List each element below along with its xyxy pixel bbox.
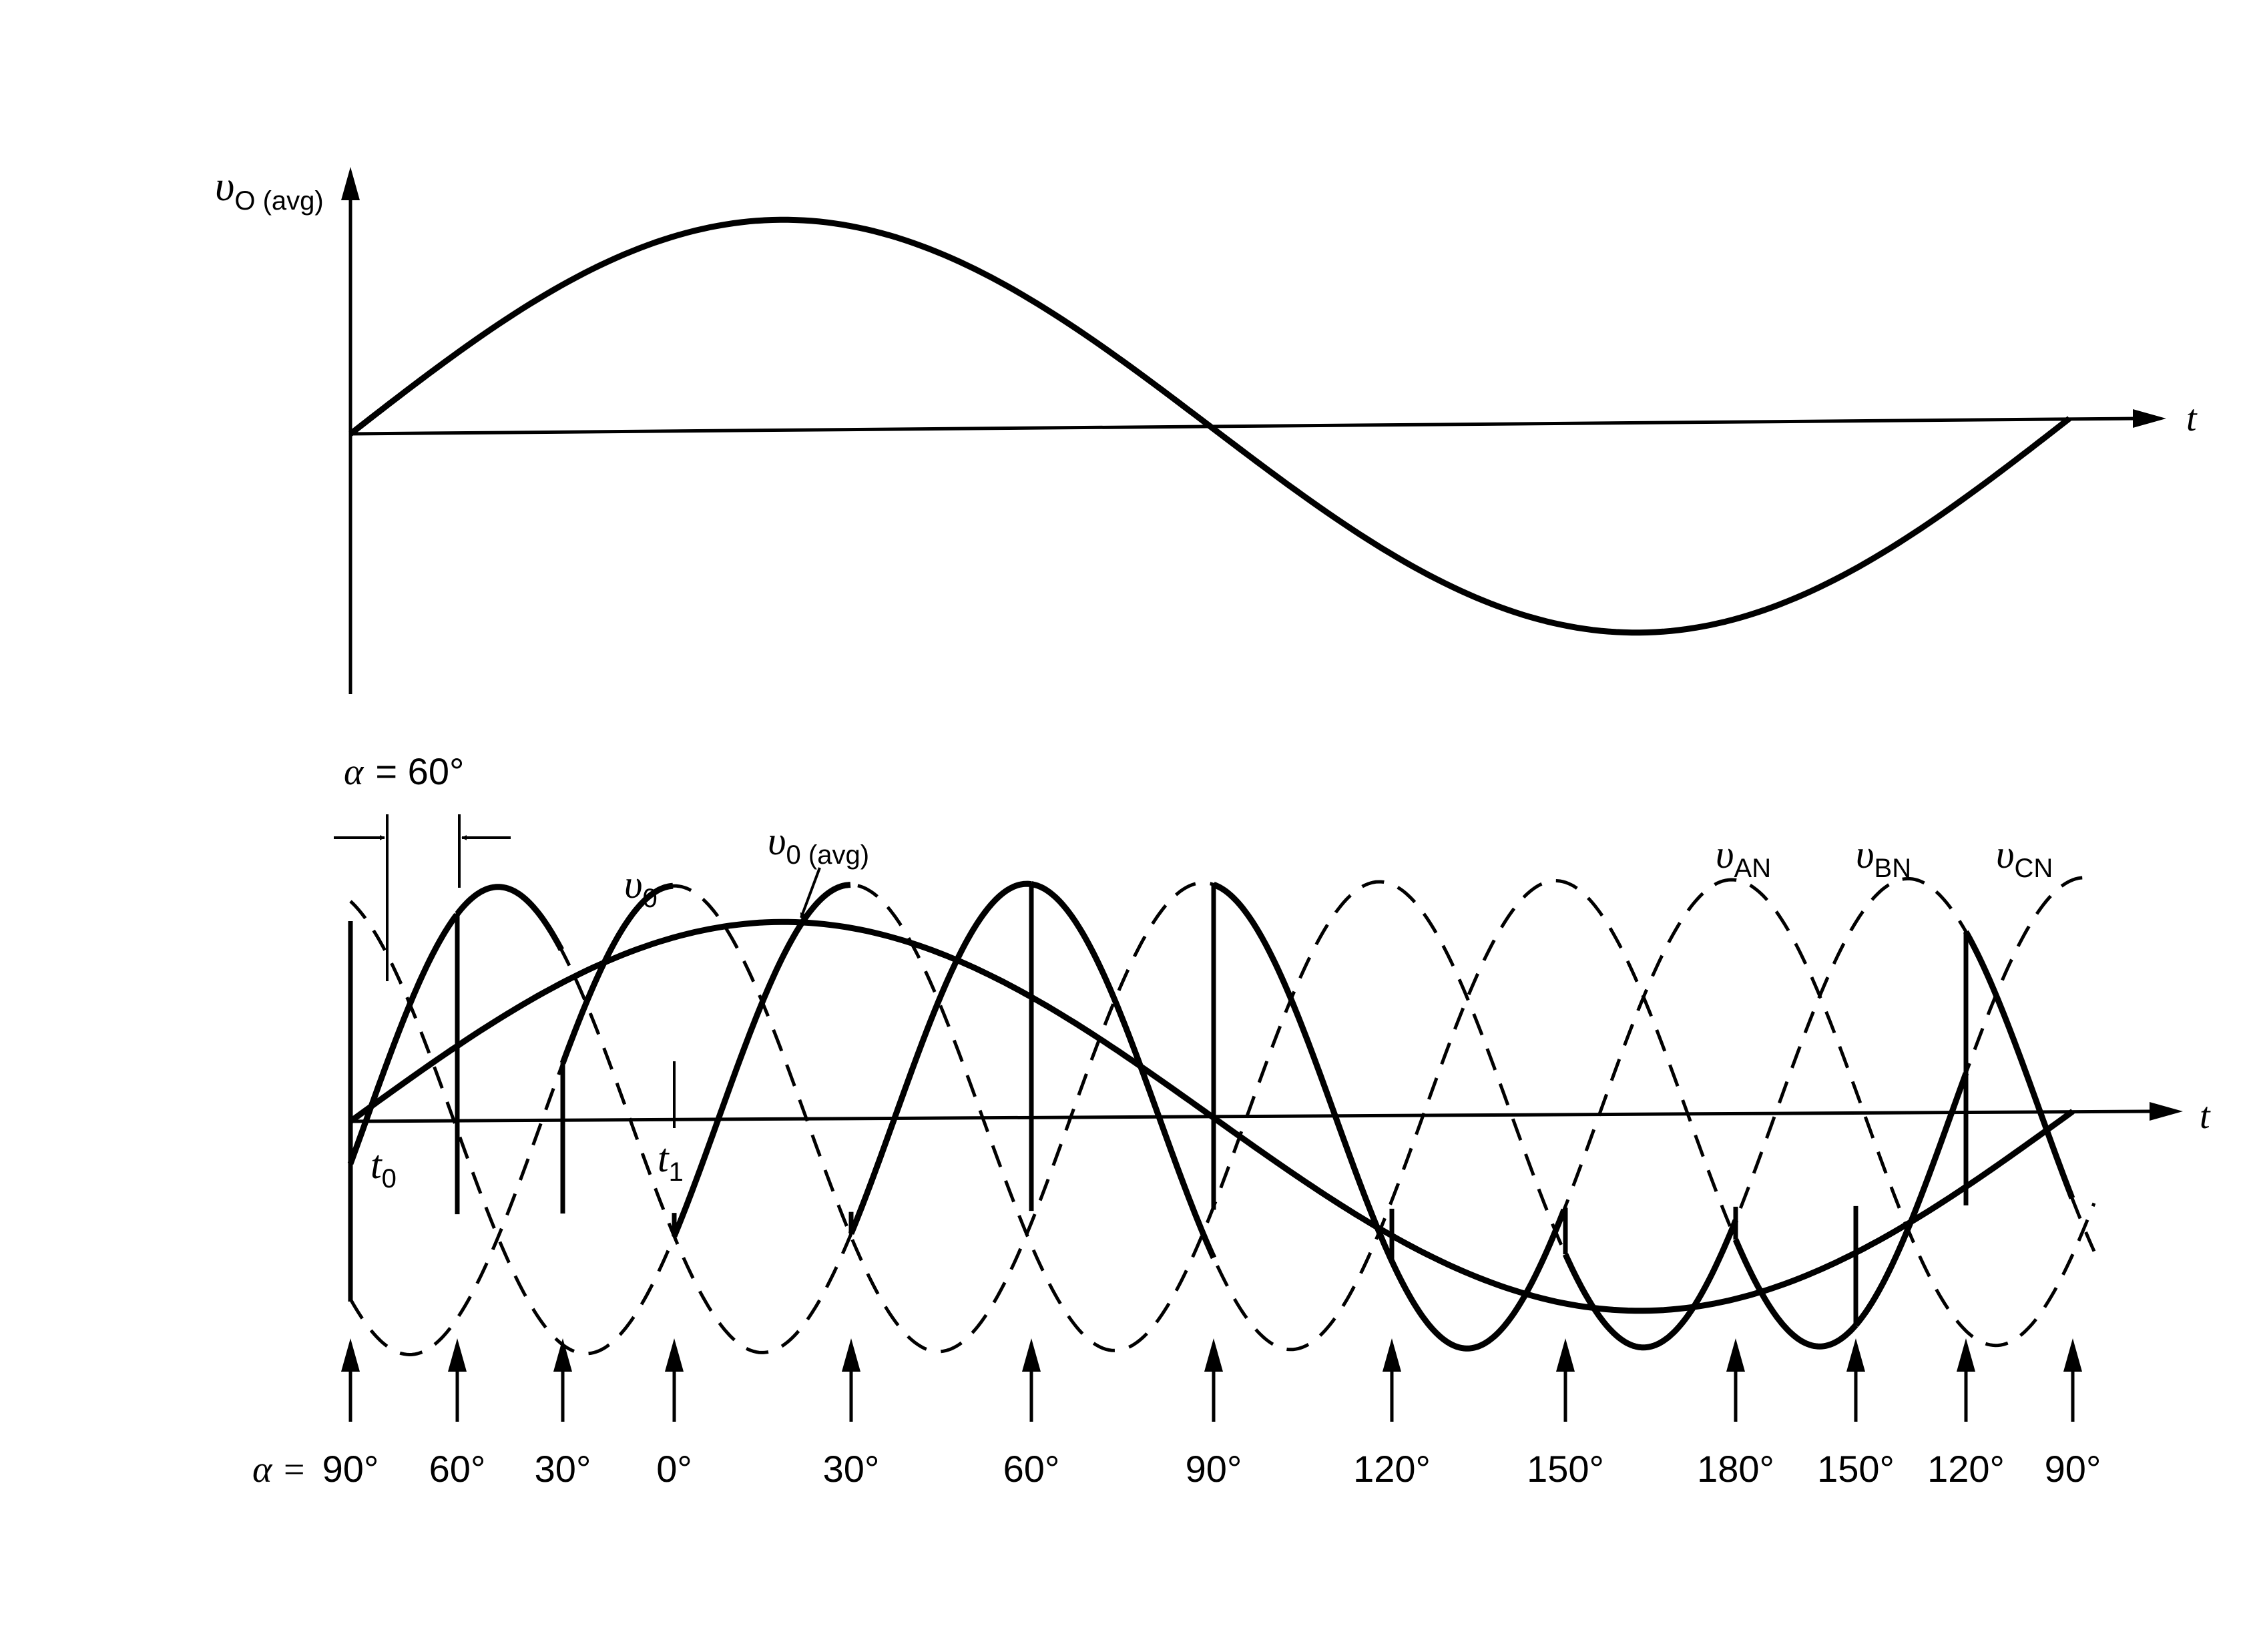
firing-angle-label: 150°: [1527, 1448, 1604, 1490]
phase-label-bn: υBN: [1856, 832, 1911, 883]
phase-label-an: υAN: [1716, 832, 1771, 883]
top-x-axis: [350, 417, 2137, 436]
output-voltage-v0: [347, 880, 2075, 1352]
bottom-x-axis: [350, 1109, 2150, 1123]
firing-angle-label: 120°: [1927, 1448, 2005, 1490]
v0-segment: [1562, 1219, 1739, 1351]
bottom-x-axis-label: t: [2200, 1095, 2211, 1137]
firing-angle-arrowhead: [1022, 1338, 1041, 1372]
v0-avg-label: υ0 (avg): [768, 819, 869, 870]
firing-angle-label: 30°: [823, 1448, 880, 1490]
top-panel: υO (avg) t: [215, 162, 2198, 694]
top-average-voltage-curve: [348, 216, 2071, 636]
firing-angle-label: 60°: [429, 1448, 486, 1490]
v0-segment: [1732, 1238, 1858, 1350]
firing-angle-label: 120°: [1353, 1448, 1431, 1490]
v0-avg-leader: [800, 867, 821, 918]
alpha-dimension: α = 60°: [334, 750, 511, 981]
firing-angle-arrowhead: [1726, 1338, 1745, 1372]
alpha-gap-label: α = 60°: [344, 750, 464, 793]
t0-label: t0: [370, 1143, 397, 1193]
firing-angle-arrowhead: [1957, 1338, 1975, 1372]
firing-angle-arrowhead: [665, 1338, 684, 1372]
firing-angle-label: 0°: [656, 1448, 692, 1490]
firing-angle-label: 150°: [1817, 1448, 1895, 1490]
firing-angle-label: 90°: [2045, 1448, 2101, 1490]
top-y-axis-arrow: [341, 167, 360, 200]
firing-angle-arrowhead: [1556, 1338, 1575, 1372]
top-y-axis-label: υO (avg): [215, 162, 324, 216]
firing-angle-arrowhead: [341, 1338, 360, 1372]
firing-angle-arrowhead: [2063, 1338, 2082, 1372]
firing-angle-arrowhead: [1204, 1338, 1223, 1372]
firing-angle-arrowhead: [553, 1338, 572, 1372]
v0-segment: [1030, 881, 1217, 1260]
firing-angle-label: 90°: [1186, 1448, 1242, 1490]
phase-label-cn: υCN: [1996, 832, 2053, 883]
top-x-axis-arrow: [2133, 409, 2166, 428]
firing-angle-label: 60°: [1003, 1448, 1060, 1490]
v0-segment: [1212, 882, 1395, 1263]
bottom-x-axis-arrow: [2150, 1102, 2183, 1121]
v0-segment: [671, 882, 852, 1237]
phase-bn-curve: [349, 877, 2096, 1356]
firing-angle-arrowhead: [842, 1338, 860, 1372]
v0-label: υ0: [624, 862, 658, 913]
bottom-average-voltage-curve: [348, 918, 2075, 1314]
v0-segment: [455, 884, 564, 952]
top-x-axis-label: t: [2186, 398, 2198, 439]
firing-angle-arrowhead: [448, 1338, 467, 1372]
firing-angle-label: 180°: [1697, 1448, 1774, 1490]
v0-segment: [848, 880, 1033, 1235]
v0-segment: [559, 882, 674, 1065]
firing-angle-markers: 90° 60° 30° 0° 30° 60° 90° 120° 150° 180° 150° 120°…: [322, 1338, 2101, 1490]
v0-segment: [1389, 1208, 1567, 1352]
firing-angle-arrowhead: [1383, 1338, 1401, 1372]
firing-angle-arrowhead: [1846, 1338, 1865, 1372]
alpha-prefix-label: α =: [252, 1449, 306, 1490]
firing-angle-label: 90°: [322, 1448, 379, 1490]
v0-segment: [1963, 930, 2075, 1199]
bottom-panel: α = 60° υ0 υ0 (avg) υAN υBN υCN t0 t1 t 9…: [252, 750, 2211, 1490]
v0-segment: [347, 912, 459, 1165]
firing-angle-label: 30°: [535, 1448, 591, 1490]
t1-label: t1: [658, 1136, 684, 1187]
